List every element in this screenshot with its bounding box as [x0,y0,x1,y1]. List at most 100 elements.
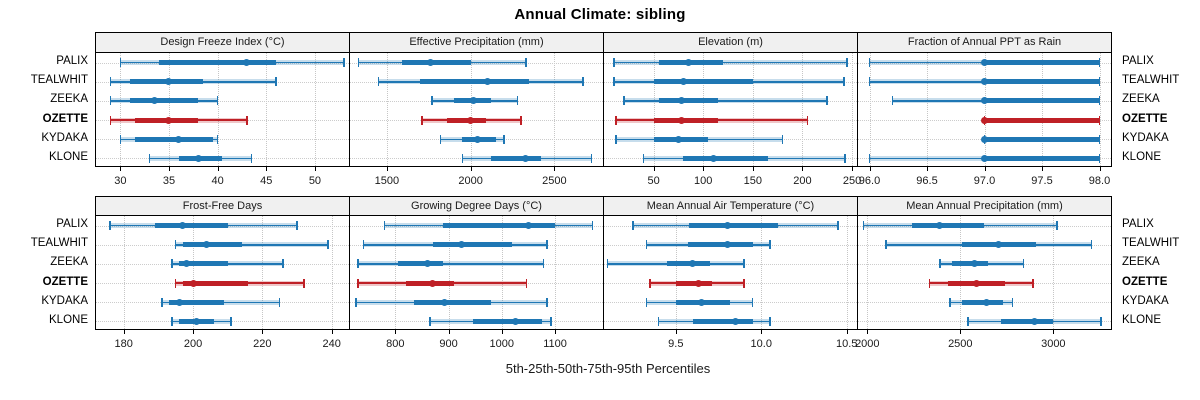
median-dot [175,298,183,306]
whisker-cap-high [582,77,584,87]
median-dot [677,116,685,124]
whisker-line [613,61,848,64]
median-dot [981,78,988,86]
tick-label: 180 [114,338,133,350]
whisker-cap-low [657,316,660,326]
median-dot [165,78,173,86]
whisker-line [615,138,783,140]
gridline [960,216,962,329]
gridline [761,216,763,329]
plot-area: 1500 2000 2500 [349,52,604,187]
station-label-left: KYDAKA [41,131,88,144]
tick-mark [168,166,170,171]
whisker-line [623,100,828,102]
whisker-line [110,119,247,121]
median-dot [689,260,697,268]
whisker-cap-high [1098,96,1101,106]
station-label-right: OZETTE [1122,275,1168,288]
tick-label: 100 [694,175,713,187]
plot-area: 30 35 40 45 50 [95,52,350,187]
tick-mark [675,329,677,334]
whisker-cap-high [275,77,277,87]
whisker-line [950,301,1013,303]
gridline [703,53,705,166]
tick-label: 98.0 [1088,175,1111,187]
whisker-cap-low [862,221,865,231]
whisker-cap-high [520,115,522,125]
whisker-cap-low [891,96,894,106]
station-label-left: OZETTE [42,112,88,125]
whisker-cap-high [751,297,754,307]
gridline [120,53,122,166]
station-label-left: ZEEKA [50,256,88,269]
whisker-cap-high [1022,259,1025,269]
median-dot [936,222,944,230]
panel-strip: Mean Annual Precipitation (mm) [857,196,1112,216]
whisker-cap-high [1098,77,1101,87]
plot-area: 800 900 1000 1100 [349,215,604,350]
station-label-right: KLONE [1122,313,1161,326]
median-dot [709,154,717,162]
whisker-cap-high [743,278,745,288]
median-dot [470,97,478,105]
gridline [869,53,871,166]
median-dot [429,279,437,287]
tick-mark [852,166,854,171]
whisker-cap-low [868,58,871,68]
gridline [386,53,388,166]
whisker-line [110,81,277,83]
tick-label: 2500 [542,175,567,187]
whisker-cap-high [1090,240,1093,250]
median-dot [441,298,449,306]
gridline [266,53,268,166]
whisker-line [384,224,593,227]
tick-mark [554,166,556,171]
whisker-cap-high [250,153,253,163]
whisker-line [929,282,1033,284]
whisker-cap-low [429,316,431,326]
whisker-cap-high [844,153,846,163]
station-label-right: PALIX [1122,218,1154,231]
whisker-cap-low [613,58,615,68]
whisker-line [109,224,297,227]
tick-label: 50 [647,175,660,187]
median-dot [1031,317,1039,325]
whisker-cap-low [421,115,423,125]
row-guide [96,139,349,141]
gridline [314,53,316,166]
tick-label: 1100 [543,338,567,350]
whisker-cap-low [461,153,463,163]
station-label-left: TEALWHIT [30,237,88,250]
median-dot [732,317,740,325]
median-dot [182,260,190,268]
station-label-left: KLONE [49,150,88,163]
tick-mark [1042,166,1043,171]
whisker-cap-high [216,134,219,144]
whisker-line [615,119,808,121]
median-dot [243,59,251,67]
median-dot [179,222,187,230]
median-dot [175,135,183,143]
station-label-left: OZETTE [42,275,88,288]
whisker-line [120,138,218,140]
tick-mark [984,166,986,171]
whisker-cap-high [327,240,329,250]
median-dot [483,78,491,86]
whisker-cap-high [1032,278,1034,288]
panel-strip: Design Freeze Index (°C) [95,32,350,52]
tick-mark [314,166,316,171]
tick-mark [869,166,871,171]
tick-mark [448,329,450,334]
whisker-cap-high [769,316,771,326]
gridline [1042,53,1043,166]
median-dot [458,241,466,249]
station-label-right: TEALWHIT [1122,237,1180,250]
gridline [395,216,397,329]
whisker-line [172,263,284,265]
whisker-cap-low [645,297,648,307]
gridline [802,53,804,166]
tick-mark [927,166,928,171]
whisker-cap-high [781,134,784,144]
whisker-line [110,100,218,102]
median-dot [467,116,475,124]
